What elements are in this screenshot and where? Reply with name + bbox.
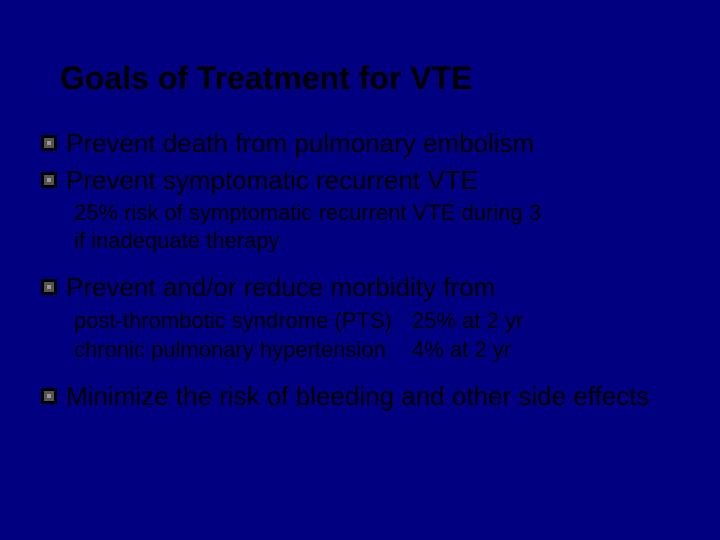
sub-value: 4% at 2 yr bbox=[412, 336, 511, 365]
bullet-item: Prevent death from pulmonary embolism bbox=[40, 127, 680, 160]
sub-label: chronic pulmonary hypertension bbox=[74, 336, 412, 365]
radial-square-icon bbox=[40, 171, 58, 189]
slide-container: Goals of Treatment for VTE Prevent death… bbox=[0, 0, 720, 457]
bullet-item: Prevent and/or reduce morbidity from bbox=[40, 271, 680, 304]
bullet-text: Prevent and/or reduce morbidity from bbox=[66, 271, 495, 304]
sub-row: post-thrombotic syndrome (PTS) 25% at 2 … bbox=[74, 307, 680, 336]
bullet-text: Prevent death from pulmonary embolism bbox=[66, 127, 534, 160]
sub-text: if inadequate therapy bbox=[74, 228, 680, 254]
bullet-item: Minimize the risk of bleeding and other … bbox=[40, 380, 680, 413]
sub-text: 25% risk of symptomatic recurrent VTE du… bbox=[74, 200, 680, 226]
radial-square-icon bbox=[40, 134, 58, 152]
sub-row: chronic pulmonary hypertension 4% at 2 y… bbox=[74, 336, 680, 365]
bullet-item: Prevent symptomatic recurrent VTE bbox=[40, 164, 680, 197]
radial-square-icon bbox=[40, 278, 58, 296]
slide-title: Goals of Treatment for VTE bbox=[60, 60, 680, 97]
sub-label: post-thrombotic syndrome (PTS) bbox=[74, 307, 412, 336]
bullet-text: Minimize the risk of bleeding and other … bbox=[66, 380, 649, 413]
sub-value: 25% at 2 yr bbox=[412, 307, 523, 336]
bullet-text: Prevent symptomatic recurrent VTE bbox=[66, 164, 478, 197]
radial-square-icon bbox=[40, 387, 58, 405]
